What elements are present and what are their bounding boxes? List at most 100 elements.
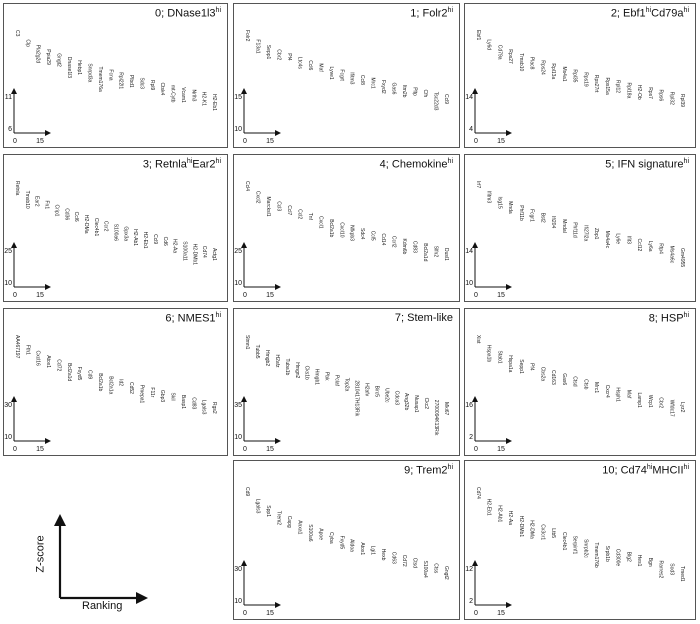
gene-label: Hebp1 — [76, 60, 82, 75]
gene-label: Cd83 — [190, 397, 196, 409]
panel-title-text: 10; Cd74 — [602, 464, 647, 477]
y-axis-arrow — [472, 88, 478, 94]
x-tick-end: 15 — [266, 610, 274, 617]
panel-plot: 14 100 15 Irf7 Ifitm3 Isg15 Mnda Phf11b Fcgr1 Bst… — [465, 181, 685, 299]
gene-label: H2-Eb1 — [486, 499, 492, 516]
gene-label: Ccl6 — [73, 212, 79, 222]
gene-label: Ly6a — [647, 241, 653, 252]
panel-plot: 30 100 15 Cd9 Lgals3 Spp1 Trem2 Capg Anxa1 S100a6… — [234, 487, 449, 617]
y-tick-bottom: 10 — [4, 280, 12, 287]
gene-label: Bcl2a1b — [328, 219, 334, 237]
panel-title-sup: hi — [447, 7, 453, 14]
y-tick-bottom: 4 — [469, 126, 473, 133]
panel-title-sup-2: hi — [683, 7, 689, 14]
gene-label: Tmsb10 — [518, 53, 524, 71]
gene-label: Plbd1 — [128, 75, 134, 88]
gene-label: Stmn1 — [244, 335, 250, 350]
x-tick-end: 15 — [497, 610, 505, 617]
x-axis-arrow — [275, 130, 281, 136]
gene-label: Pbk — [324, 372, 330, 381]
gene-label: Rpl22l1 — [118, 72, 124, 89]
panel-title-text: 6; NMES1 — [165, 312, 216, 325]
gene-label: Mnda — [507, 201, 513, 214]
gene-label: Ms4a1 — [561, 67, 567, 82]
chart-panel-2: 14 4 0 15 Ebf1 Ly6d Cd79a Rps27 Tmsb10 Plac8 Rps24… — [464, 3, 696, 148]
gene-label: Mrc1 — [370, 78, 376, 89]
gene-label: H2-Ob — [636, 85, 642, 100]
gene-label: Cx3cr1 — [539, 524, 545, 540]
gene-label: Fth1 — [24, 345, 30, 355]
x-axis-arrow — [275, 438, 281, 444]
x-axis-arrow — [506, 602, 512, 608]
gene-label: Ifitm3 — [349, 72, 355, 84]
panel-title-text: 9; Trem2 — [404, 464, 448, 477]
gene-label: Folr2 — [244, 30, 250, 42]
gene-label: H2afz — [274, 355, 280, 369]
panel-title: 4; Chemokinehi — [380, 158, 453, 171]
panel-title-text: 2; Ebf1 — [610, 7, 646, 20]
gene-label: Ctsd — [572, 376, 578, 387]
x-tick-end: 15 — [266, 138, 274, 145]
x-axis-arrow — [45, 130, 51, 136]
y-tick-top: 30 — [4, 402, 12, 409]
panel-title-sup-2: hi — [215, 158, 221, 165]
gene-label: H2afv — [363, 383, 369, 397]
gene-label: Ckc2 — [423, 398, 429, 410]
gene-label: C3 — [14, 30, 20, 37]
gene-label: H2-Eb1 — [142, 232, 148, 249]
gene-label: Ms4a4c — [604, 231, 610, 249]
gene-label: Marcksl1 — [265, 197, 271, 217]
gene-label: Phf11d — [572, 222, 578, 238]
gene-label: Tuba1b — [284, 359, 290, 376]
y-axis-arrow — [472, 242, 478, 248]
y-tick-bottom: 10 — [465, 280, 473, 287]
gene-label: Ppia29 — [45, 49, 51, 65]
gene-label: Cd72 — [401, 555, 407, 567]
gene-label: Ifi204 — [550, 216, 556, 228]
gene-label: Rpl9 — [149, 80, 155, 91]
gene-label: S100a6 — [113, 224, 119, 241]
gene-label: Dusl1 — [443, 248, 449, 261]
gene-label: H2-DMb1 — [191, 244, 197, 266]
gene-label: S100a6 — [307, 524, 313, 541]
y-tick-bottom: 10 — [234, 434, 242, 441]
gene-label: Tmem176a — [97, 67, 103, 93]
gene-label: Lamp1 — [636, 393, 642, 409]
gene-label: Cbr2 — [275, 49, 281, 60]
gene-label: Snrpd3a — [87, 63, 93, 82]
panel-plot: 16 20 15 Xist Hspa1b Stab1 Hspa1a Sepp1 Pf4 Cbs2a… — [465, 335, 685, 453]
gene-label: Pclaf — [334, 375, 340, 387]
gene-label: Ctsb — [582, 379, 588, 390]
gene-label: Cd72 — [56, 359, 62, 371]
y-tick-bottom: 10 — [234, 280, 242, 287]
x-tick-start: 0 — [13, 138, 17, 145]
panel-plot: 30 100 15 AA467197 Fth1 Cxcl16 Atox1 Cd72 Bcl2a1… — [4, 335, 217, 453]
panel-title-text: 7; Stem-like — [394, 312, 453, 324]
gene-label: Hmgb2 — [264, 350, 270, 366]
gene-label: Ifi27l2a — [582, 225, 588, 241]
gene-label: Mndal — [561, 219, 567, 233]
panel-title-text-2: Ear2 — [192, 158, 216, 171]
x-tick-start: 0 — [474, 446, 478, 453]
x-tick-end: 15 — [266, 446, 274, 453]
panel-title-sup: hi — [646, 464, 653, 471]
gene-label: Cd163 — [550, 370, 556, 385]
gene-label: H2-DMa — [529, 520, 535, 539]
gene-label: Cd74 — [475, 487, 481, 499]
panel-title: 8; HSPhi — [649, 312, 689, 325]
x-axis-arrow — [45, 284, 51, 290]
gene-label: Sod3 — [668, 563, 674, 575]
gene-label: Basp1 — [180, 395, 186, 409]
gene-label: S100a11 — [181, 241, 187, 261]
gene-label: Rpl39 — [679, 94, 685, 107]
y-axis-arrow — [472, 396, 478, 402]
gene-label: Gas6 — [561, 373, 567, 385]
panel-title: 6; NMES1hi — [165, 312, 221, 325]
gene-label: Lyz2 — [679, 402, 685, 413]
gene-label: Capg — [286, 516, 292, 528]
gene-label: Cfh — [422, 90, 428, 98]
gene-label: Lgi1 — [370, 546, 376, 556]
gene-label: Tubb5 — [254, 345, 260, 359]
gene-label: Spp1 — [265, 505, 271, 517]
y-axis-arrow — [241, 396, 247, 402]
